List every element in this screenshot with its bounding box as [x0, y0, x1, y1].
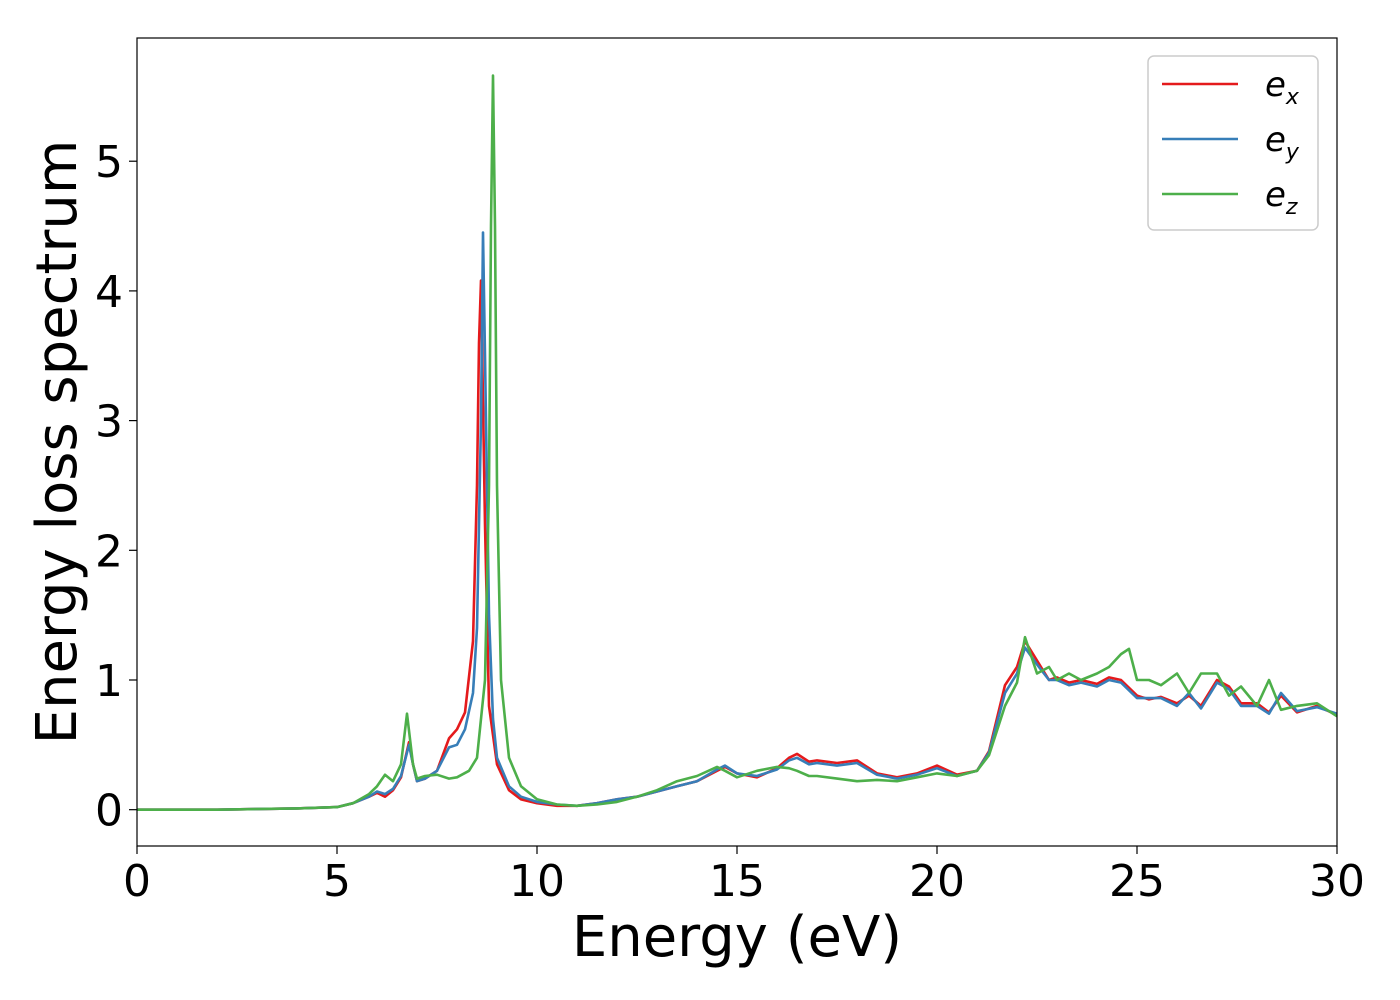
y-tick-label: 5 — [95, 137, 123, 188]
x-axis-label: Energy (eV) — [572, 905, 902, 970]
x-tick-label: 20 — [909, 856, 965, 907]
y-tick-label: 4 — [95, 267, 123, 318]
y-tick-label: 0 — [95, 786, 123, 837]
legend-box — [1147, 55, 1319, 231]
y-tick-label: 2 — [95, 526, 123, 577]
plot-lines — [137, 74, 1338, 812]
y-tick-label: 3 — [95, 397, 123, 448]
x-tick-label: 15 — [709, 856, 765, 907]
x-tick-label: 10 — [509, 856, 565, 907]
y-axis-ticks: 0 1 2 3 4 5 — [95, 137, 137, 837]
series-line-x — [137, 279, 1338, 812]
y-axis-label: Energy loss spectrum — [25, 140, 90, 745]
x-tick-label: 30 — [1309, 856, 1365, 907]
y-tick-label: 1 — [95, 656, 123, 707]
series-line-z — [137, 74, 1338, 812]
x-axis-ticks: 0 5 10 15 20 25 30 — [123, 846, 1365, 907]
x-tick-label: 5 — [323, 856, 351, 907]
series-line-y — [137, 231, 1338, 812]
x-tick-label: 0 — [123, 856, 151, 907]
x-tick-label: 25 — [1109, 856, 1165, 907]
